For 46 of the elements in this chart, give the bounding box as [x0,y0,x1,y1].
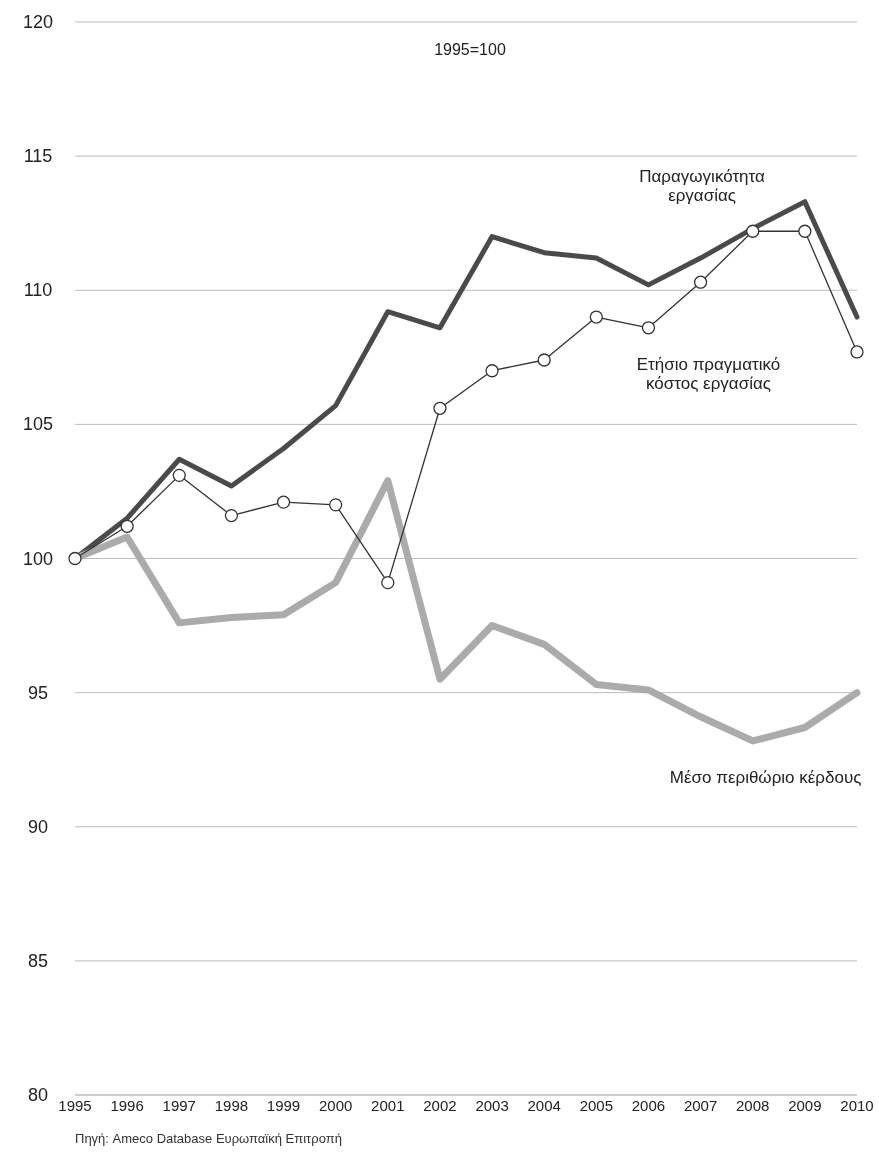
x-tick-label: 2008 [736,1097,770,1114]
point [224,508,239,523]
point [850,345,864,359]
x-tick-label: 2009 [788,1097,822,1114]
x-tick-label: 1999 [266,1097,301,1114]
point [537,353,551,367]
x-tick-label: 2001 [371,1097,405,1114]
point [746,224,760,238]
annotation: 1995=100 [434,41,506,58]
x-tick-label: 2003 [475,1097,509,1114]
y-tick-label: 95 [27,682,49,703]
x-tick-label: 2004 [527,1097,561,1114]
x-tick-label: 2010 [840,1097,874,1114]
x-tick-label: 1998 [214,1097,249,1114]
x-tick-label: 2002 [423,1097,457,1114]
x-tick-label: 2005 [579,1097,614,1114]
point [693,275,708,289]
y-tick-label: 85 [27,950,49,971]
point [641,321,656,335]
text: Πηγή: Ameco Database Ευρωπαϊκή Επιτροπή [75,1131,342,1146]
point [381,575,395,590]
y-tick-label: 100 [22,548,54,569]
y-tick-label: 120 [22,12,54,32]
y-tick-label: 105 [22,414,54,435]
x-tick-label: 2000 [318,1097,353,1114]
y-tick-label: 115 [23,146,53,167]
point [433,401,447,415]
point [589,310,603,324]
x-tick-label: 2007 [683,1097,718,1114]
point [485,364,499,378]
text: Μέσο περιθώριο κέρδους [669,767,862,787]
y-tick-label: 90 [27,816,49,837]
y-tick-label: 110 [23,280,53,301]
x-tick-label: 1997 [162,1097,196,1114]
point [68,551,82,566]
x-tick-label: 2006 [631,1097,666,1114]
point [329,498,343,512]
point [276,495,291,509]
x-tick-label: 1996 [110,1097,144,1114]
series-label: Ετήσιο πραγματικό κόστος εργασίας [636,354,781,393]
y-tick-label: 80 [27,1085,49,1105]
point [172,468,186,482]
x-tick-label: 1995 [58,1097,92,1114]
point [120,519,134,533]
point [798,224,812,238]
series-label: Παραγωγικότητα εργασίας [639,166,766,205]
